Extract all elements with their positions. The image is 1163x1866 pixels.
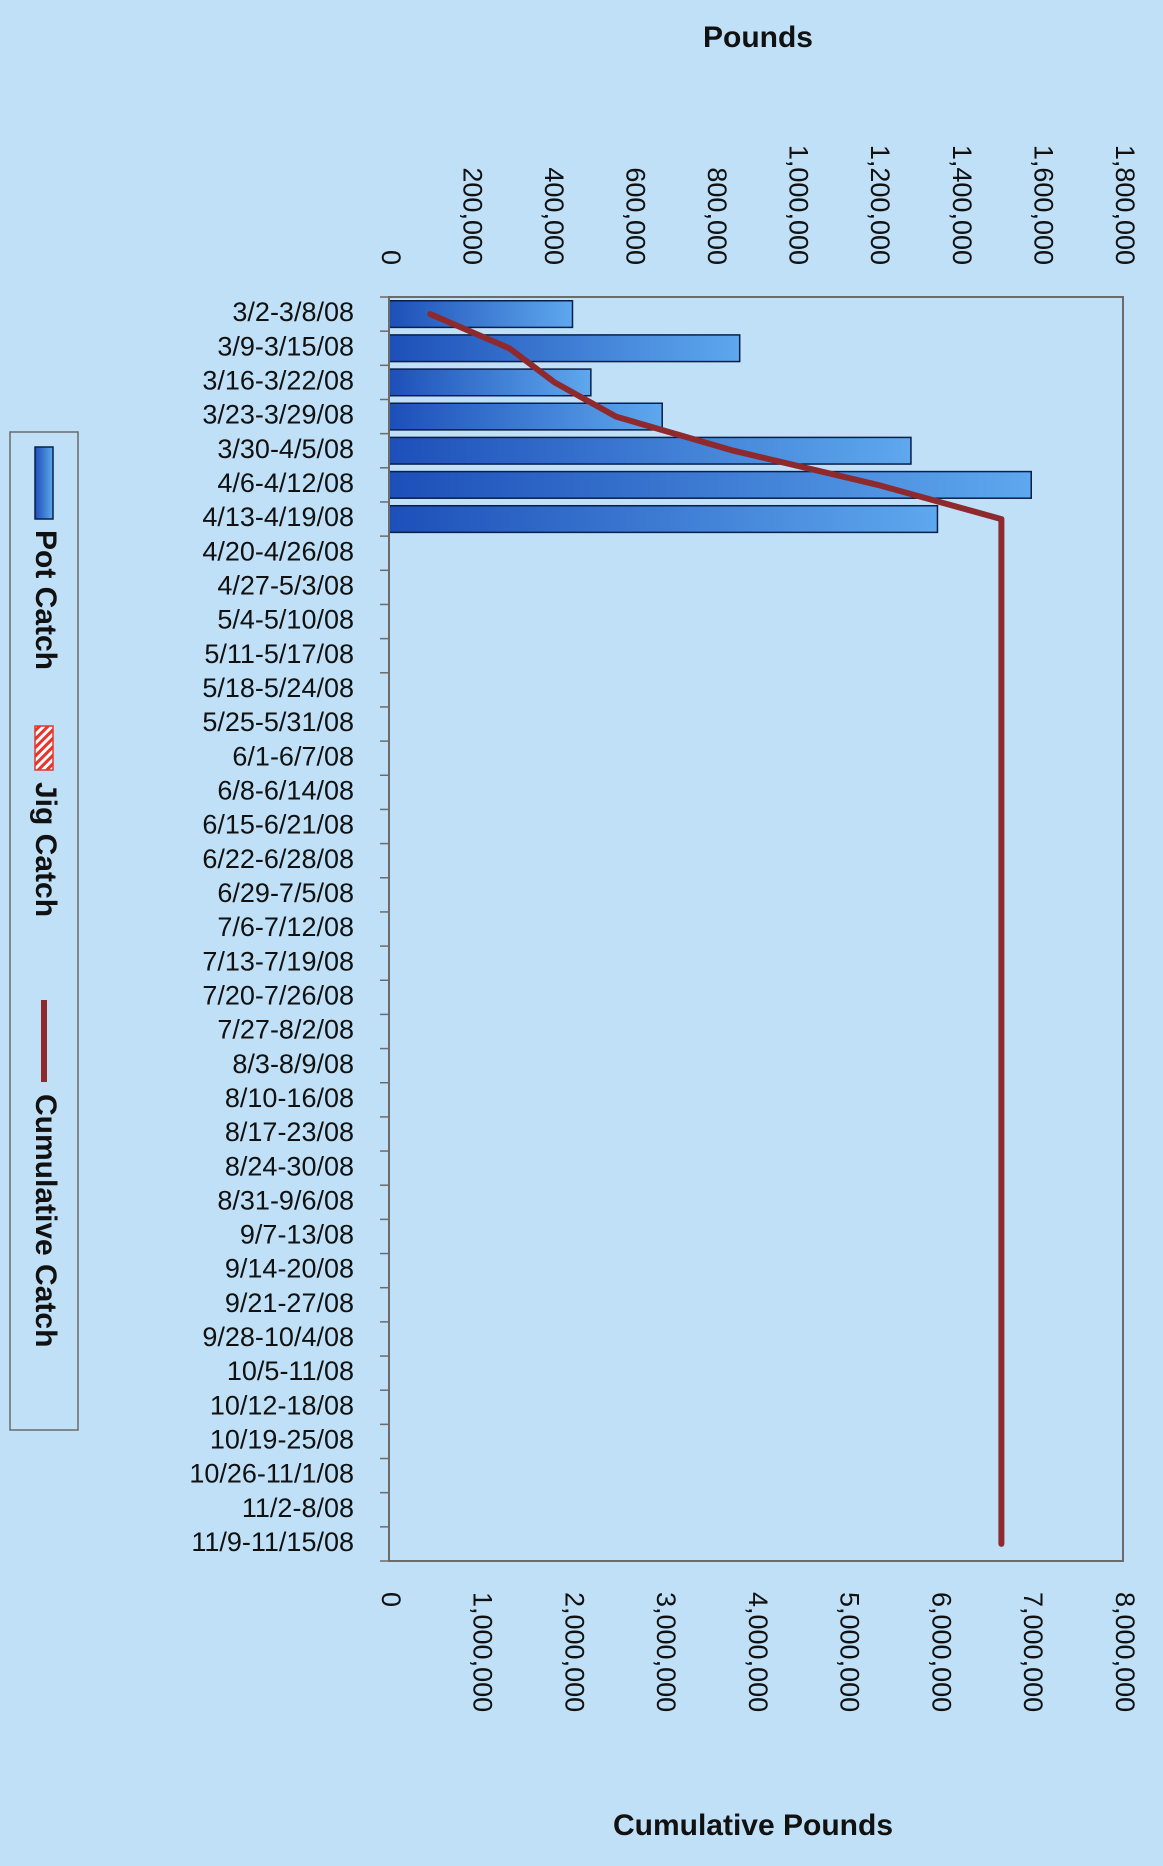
secondary-axis-tick-label: 0 [376, 1592, 406, 1607]
secondary-axis-tick-label: 3,000,000 [651, 1592, 681, 1712]
category-label: 6/1-6/7/08 [232, 741, 354, 771]
pot-catch-bar-5 [388, 436, 912, 465]
category-label: 9/21-27/08 [225, 1288, 354, 1318]
category-label: 11/9-11/15/08 [191, 1527, 354, 1557]
category-label: 6/29-7/5/08 [217, 878, 354, 908]
category-label: 3/30-4/5/08 [217, 434, 354, 464]
primary-axis-tick-label: 400,000 [539, 167, 569, 265]
legend-swatch-jig-catch [34, 725, 54, 771]
primary-axis-tick-label: 1,400,000 [947, 145, 977, 265]
plot-area [388, 296, 1124, 1562]
category-label: 10/12-18/08 [210, 1390, 354, 1420]
pot-catch-bar-6 [388, 470, 1032, 499]
primary-axis-tick-label: 800,000 [702, 167, 732, 265]
category-label: 5/4-5/10/08 [217, 605, 354, 635]
category-label: 9/14-20/08 [225, 1254, 354, 1284]
legend-box [9, 431, 79, 1431]
category-label: 10/26-11/1/08 [189, 1459, 354, 1489]
primary-axis-tick-label: 1,600,000 [1028, 145, 1058, 265]
primary-axis-tick-label: 600,000 [621, 167, 651, 265]
category-label: 3/23-3/29/08 [202, 400, 354, 430]
category-label: 11/2-8/08 [242, 1493, 354, 1523]
legend-label-jig-catch: Jig Catch [29, 782, 62, 917]
secondary-axis-tick-label: 1,000,000 [468, 1592, 498, 1712]
category-label: 4/20-4/26/08 [202, 536, 354, 566]
category-label: 4/13-4/19/08 [202, 502, 354, 532]
legend-swatch-pot-catch [34, 446, 54, 520]
pot-catch-bar-7 [388, 504, 939, 534]
category-label: 7/27-8/2/08 [217, 1015, 354, 1045]
category-label: 5/11-5/17/08 [204, 639, 354, 669]
category-label: 5/25-5/31/08 [202, 707, 354, 737]
category-label: 8/17-23/08 [225, 1117, 354, 1147]
secondary-axis-tick-label: 8,000,000 [1110, 1592, 1140, 1712]
category-label: 7/20-7/26/08 [202, 980, 354, 1010]
category-label: 6/15-6/21/08 [202, 810, 354, 840]
category-label: 6/8-6/14/08 [217, 775, 354, 805]
secondary-axis-tick-label: 4,000,000 [743, 1592, 773, 1712]
category-label: 3/2-3/8/08 [232, 297, 354, 327]
legend-label-pot-catch: Pot Catch [29, 530, 62, 670]
primary-axis-title: Pounds [703, 21, 813, 54]
category-label: 9/7-13/08 [240, 1220, 354, 1250]
primary-axis-tick-label: 1,200,000 [865, 145, 895, 265]
category-label: 4/27-5/3/08 [217, 571, 354, 601]
primary-axis-tick-label: 1,000,000 [784, 145, 814, 265]
primary-axis-tick-label: 1,800,000 [1110, 145, 1140, 265]
category-label: 10/5-11/08 [227, 1356, 354, 1386]
category-label: 9/28-10/4/08 [202, 1322, 354, 1352]
category-label: 7/6-7/12/08 [217, 912, 354, 942]
category-label: 10/19-25/08 [210, 1425, 354, 1455]
category-label: 8/24-30/08 [225, 1151, 354, 1181]
primary-axis-tick-label: 0 [376, 250, 406, 265]
pot-catch-bar-2 [388, 334, 741, 363]
category-label: 6/22-6/28/08 [202, 844, 354, 874]
pot-catch-bar-1 [388, 300, 574, 329]
category-label: 4/6-4/12/08 [217, 468, 354, 498]
secondary-axis-tick-label: 6,000,000 [926, 1592, 956, 1712]
category-label: 3/16-3/22/08 [202, 366, 354, 396]
category-label: 3/9-3/15/08 [217, 331, 354, 361]
category-label: 5/18-5/24/08 [202, 673, 354, 703]
secondary-axis-tick-label: 7,000,000 [1018, 1592, 1048, 1712]
legend-label-cumulative-catch: Cumulative Catch [29, 1094, 62, 1347]
secondary-axis-tick-label: 2,000,000 [559, 1592, 589, 1712]
category-label: 8/31-9/6/08 [217, 1185, 354, 1215]
primary-axis-tick-label: 200,000 [457, 167, 487, 265]
secondary-axis-title: Cumulative Pounds [613, 1809, 893, 1842]
cumulative-catch-line [427, 311, 1005, 1547]
category-label: 8/3-8/9/08 [232, 1049, 354, 1079]
category-label: 8/10-16/08 [225, 1083, 354, 1113]
category-label: 7/13-7/19/08 [202, 946, 354, 976]
secondary-axis-tick-label: 5,000,000 [835, 1592, 865, 1712]
